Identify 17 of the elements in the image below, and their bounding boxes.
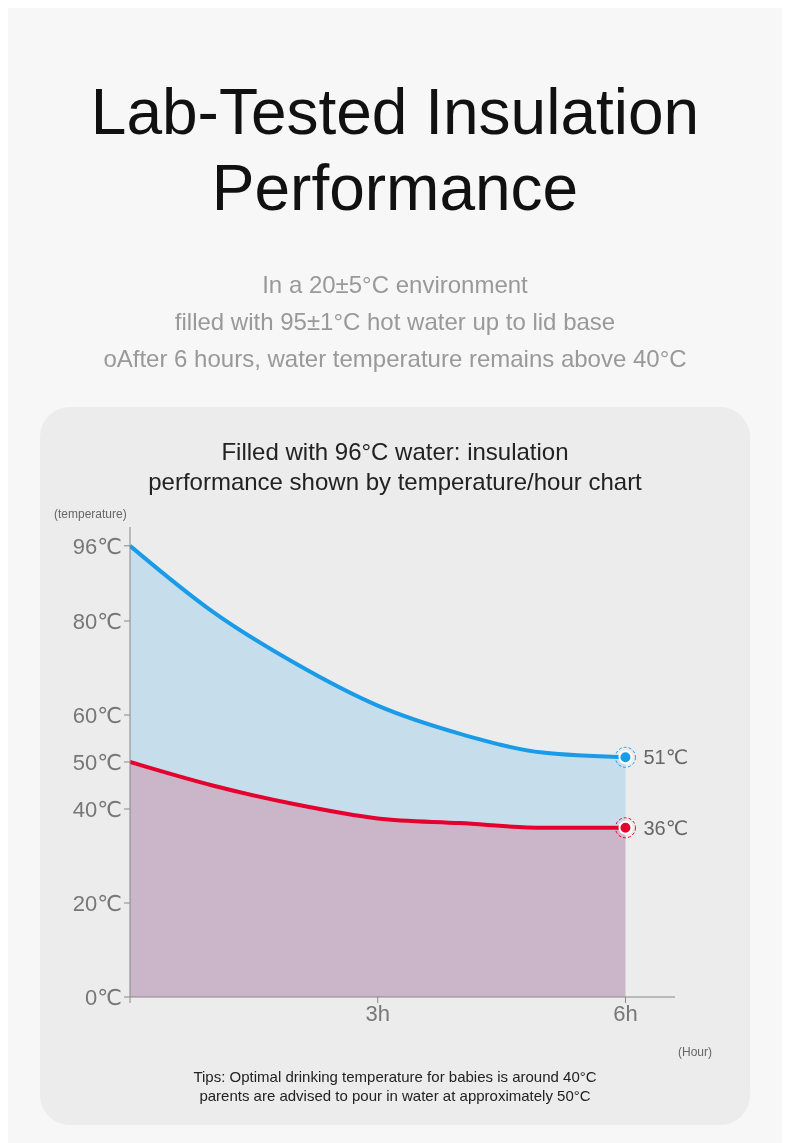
chart-subtitle: In a 20±5°C environment filled with 95±1°C hot water up to lid base oAfter 6 hours, water temperature remains above 40°C xyxy=(102,270,688,374)
x-tick-label: 6h xyxy=(613,1000,638,1026)
y-tick-label: 96℃ xyxy=(72,533,122,559)
data-label: 51℃ xyxy=(643,746,689,769)
chart-title: Lab-Tested Insulation Performance xyxy=(89,75,701,226)
text: Filled with 96°C water: insulation performance shown by temperature/hour chart xyxy=(147,437,643,497)
data-label: 36℃ xyxy=(643,816,689,839)
y-tick-label: 0℃ xyxy=(85,984,122,1010)
x-axis-title: (Hour) xyxy=(678,1045,713,1059)
y-tick-label: 20℃ xyxy=(72,890,122,916)
y-tick-label: 80℃ xyxy=(72,608,122,634)
y-tick-label: 50℃ xyxy=(72,749,122,775)
y-axis-title: (temperature) xyxy=(54,507,127,521)
y-tick-label: 40℃ xyxy=(72,796,122,822)
x-tick-label: 3h xyxy=(365,1000,390,1026)
text: Tips: Optimal drinking temperature for babies is around 40°C parents are advised to pour in water at approximately 50°C xyxy=(192,1067,598,1105)
y-tick-label: 60℃ xyxy=(72,702,122,728)
